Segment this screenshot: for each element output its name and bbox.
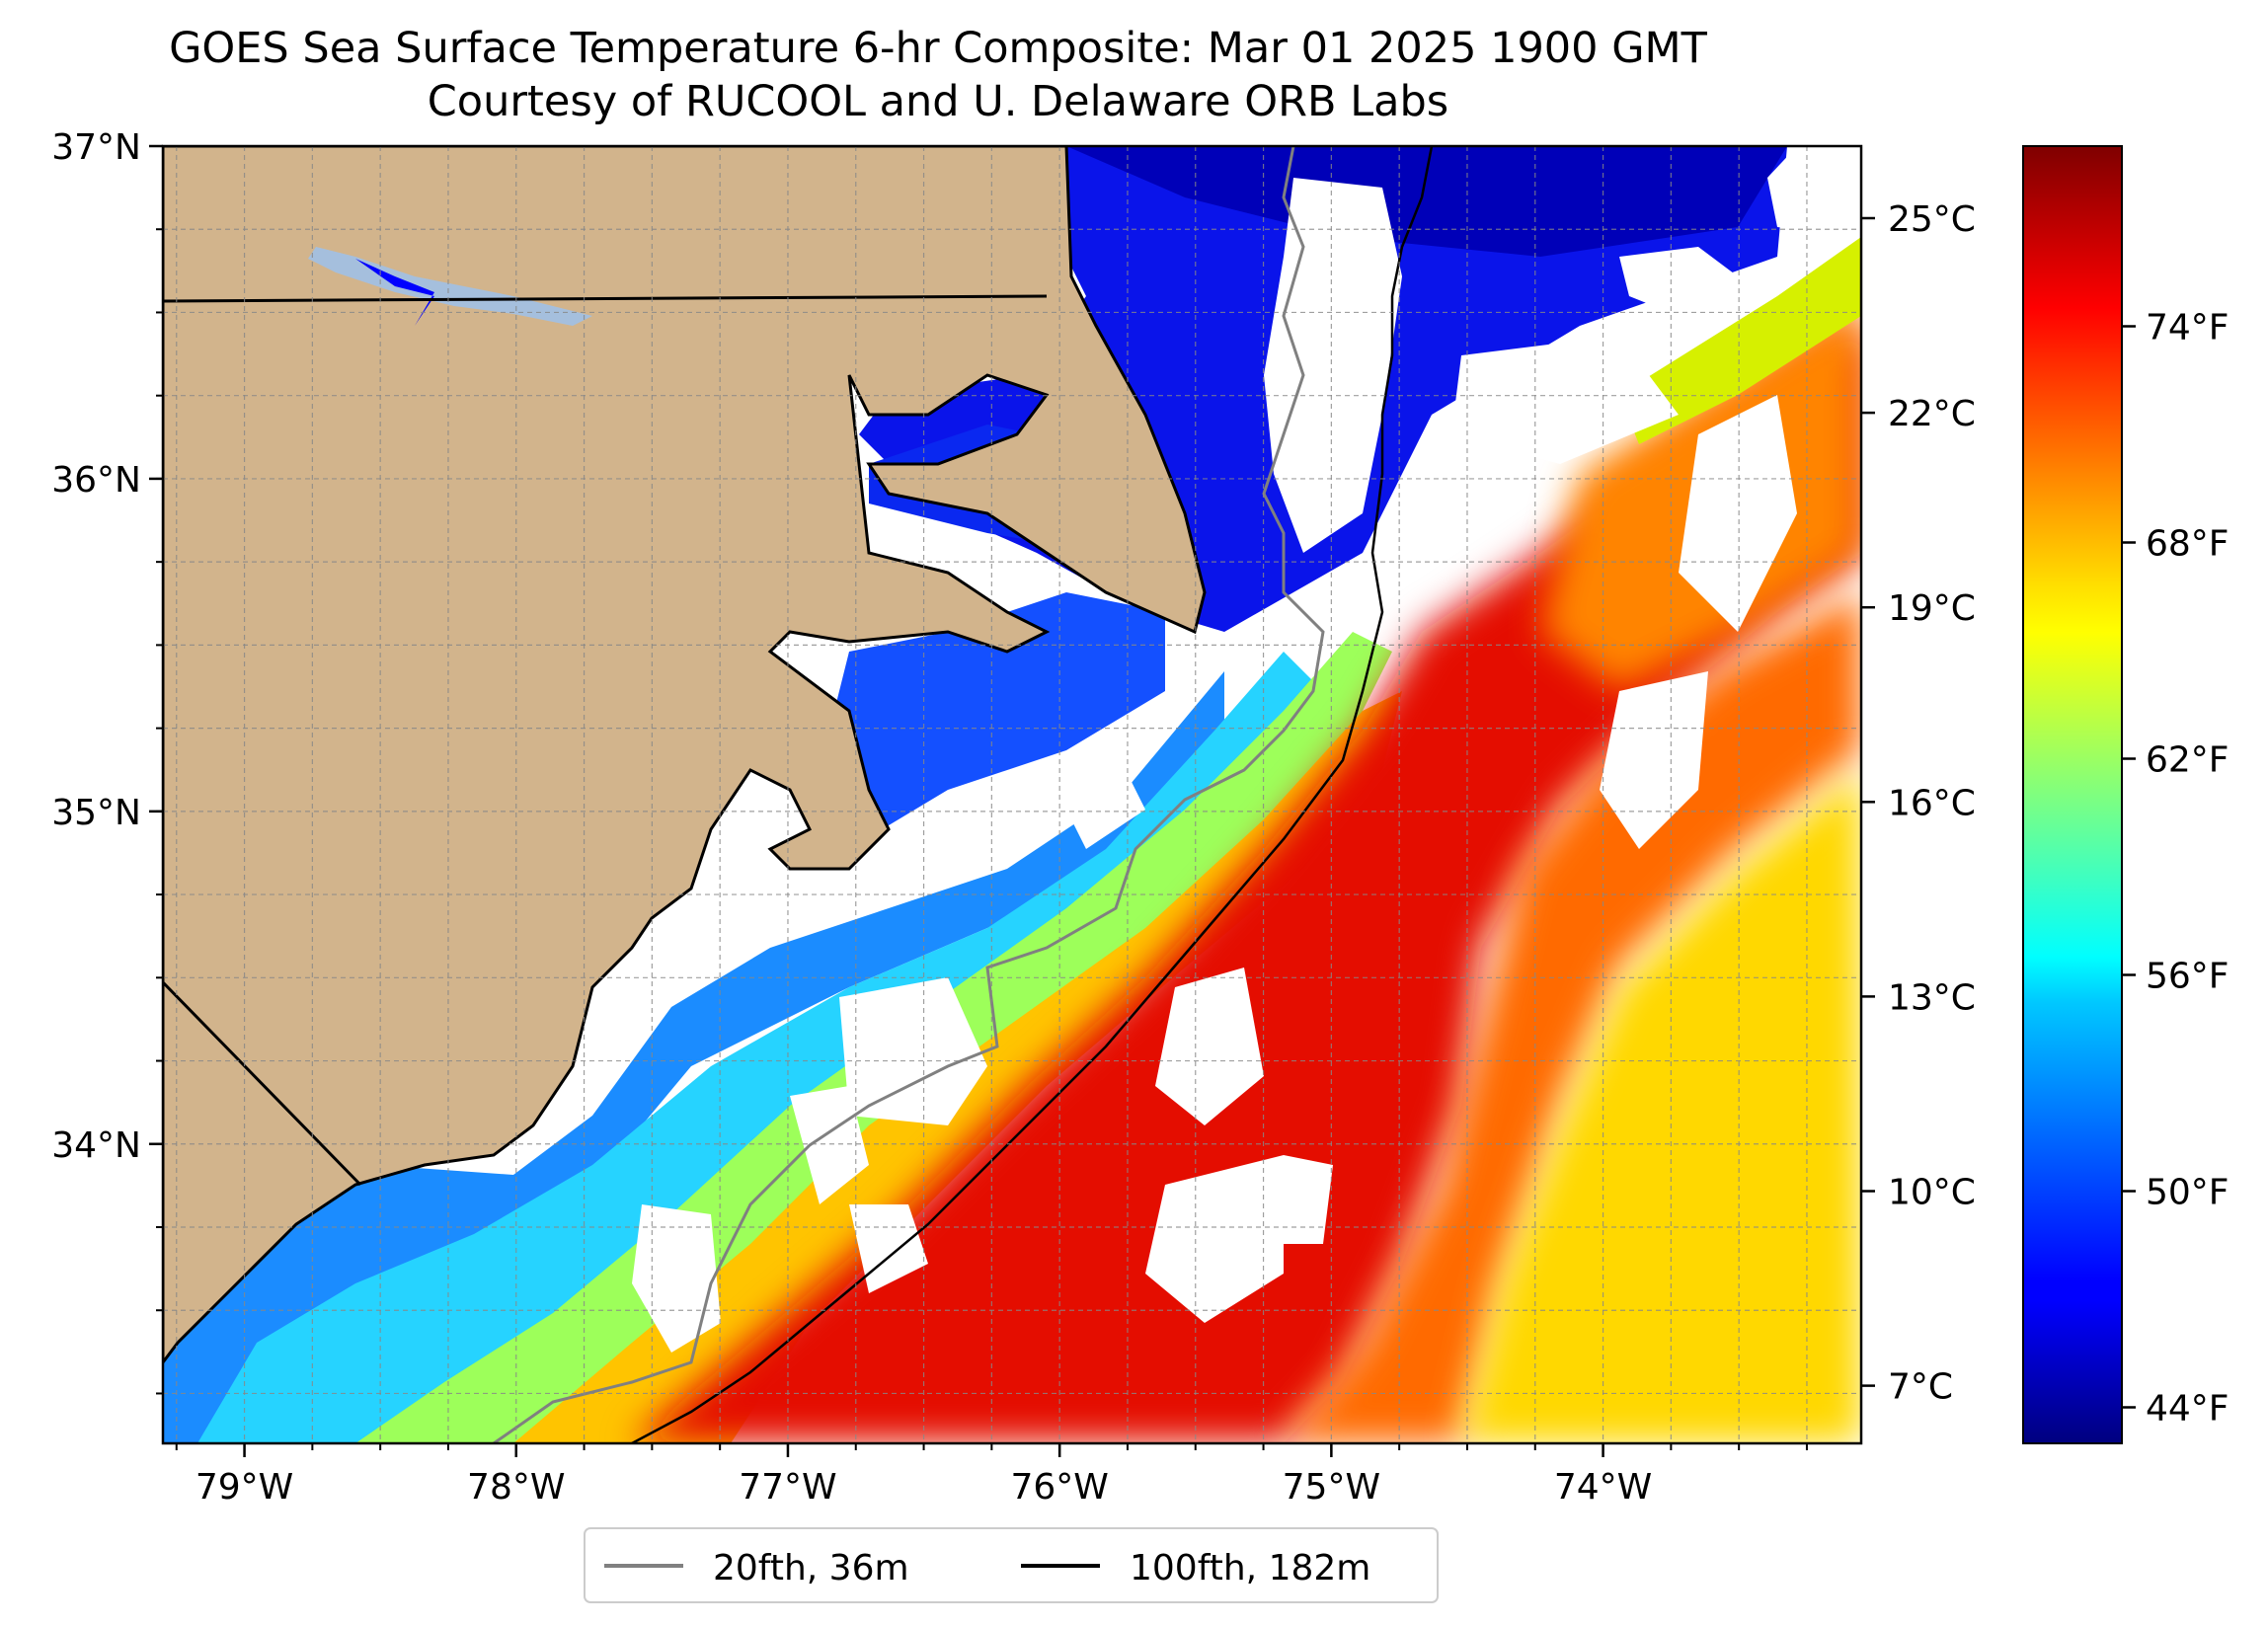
lake-kerr-cold xyxy=(355,259,434,326)
celsius-tick-label: 16°C xyxy=(1888,783,1976,823)
land-mass xyxy=(163,146,1207,1365)
cloud-gap-north xyxy=(1264,178,1402,553)
legend-label-100fth: 100fth, 182m xyxy=(1130,1548,1370,1588)
lat-tick-label: 36°N xyxy=(51,460,141,501)
sst-shelf-green xyxy=(355,632,1392,1443)
sst-shelf-cyan xyxy=(197,652,1323,1443)
legend-label-20fth: 20fth, 36m xyxy=(713,1548,909,1588)
isobath-100fth xyxy=(631,146,1434,1443)
state-border-nc-sc xyxy=(163,980,362,1187)
fahrenheit-tick-label: 56°F xyxy=(2146,957,2229,997)
sst-offshore-yellow xyxy=(1461,770,1861,1443)
fahrenheit-tick-label: 50°F xyxy=(2146,1173,2229,1213)
cloud-gap-mid-east xyxy=(1600,671,1708,849)
cloud-gap-deep2 xyxy=(1284,1155,1333,1244)
fahrenheit-tick-label: 62°F xyxy=(2146,740,2229,781)
lon-tick-label: 79°W xyxy=(196,1467,293,1508)
map-frame xyxy=(161,144,1863,1445)
cloud-gap-ne2 xyxy=(1619,247,1738,316)
legend-box xyxy=(584,1527,1439,1603)
cloud-gap-northeast xyxy=(1767,146,1861,237)
lat-tick-label: 37°N xyxy=(51,127,141,168)
lat-tick-label: 34°N xyxy=(51,1125,141,1166)
colorbar: 25°C 22°C 19°C 16°C 13°C 10°C 7°C 74°F 68°F 62°F… xyxy=(1861,145,2229,1444)
colorbar-celsius-axis: 25°C 22°C 19°C 16°C 13°C 10°C 7°C xyxy=(1861,199,1976,1408)
latitude-axis: 37°N 36°N 35°N 34°N xyxy=(51,127,163,1395)
lon-tick-label: 74°W xyxy=(1554,1467,1652,1508)
celsius-tick-label: 13°C xyxy=(1888,977,1976,1018)
cloud-gap-south xyxy=(632,1204,721,1353)
lon-tick-label: 78°W xyxy=(467,1467,565,1508)
cloud-gaps xyxy=(632,146,1861,1353)
lake-kerr xyxy=(308,247,592,326)
celsius-tick-label: 25°C xyxy=(1888,199,1976,240)
cloud-gap-shelf xyxy=(839,977,987,1125)
celsius-tick-label: 7°C xyxy=(1888,1367,1953,1408)
celsius-tick-label: 19°C xyxy=(1888,588,1976,629)
fahrenheit-tick-label: 68°F xyxy=(2146,524,2229,565)
sst-shelf-blue xyxy=(163,671,1224,1443)
cloud-gap-gulf xyxy=(1155,968,1264,1125)
map-grid xyxy=(163,146,1861,1443)
sst-sound-pamlico xyxy=(820,592,1165,849)
cloud-gap-ne3 xyxy=(1451,336,1679,464)
map-area xyxy=(163,146,1861,1443)
lat-tick-label: 35°N xyxy=(51,793,141,833)
fahrenheit-tick-label: 74°F xyxy=(2146,308,2229,348)
map-subtitle: Courtesy of RUCOOL and U. Delaware ORB L… xyxy=(427,77,1449,126)
lon-tick-label: 77°W xyxy=(739,1467,836,1508)
cloud-gap-slope xyxy=(1047,750,1145,849)
fahrenheit-tick-label: 44°F xyxy=(2146,1389,2229,1430)
sst-northeast-yellow xyxy=(1619,237,1861,444)
lon-tick-label: 75°W xyxy=(1283,1467,1380,1508)
celsius-tick-label: 10°C xyxy=(1888,1173,1976,1213)
map-title: GOES Sea Surface Temperature 6-hr Compos… xyxy=(169,24,1707,73)
isobath-20fth xyxy=(493,146,1325,1443)
longitude-axis: 79°W 78°W 77°W 76°W 75°W 74°W xyxy=(175,1443,1808,1508)
lon-tick-label: 76°W xyxy=(1010,1467,1108,1508)
colorbar-fahrenheit-axis: 74°F 68°F 62°F 56°F 50°F 44°F xyxy=(2122,308,2229,1430)
sst-gulf-stream-edge xyxy=(1284,592,1861,1443)
colorbar-gradient xyxy=(2022,145,2123,1444)
isobath-legend: 20fth, 36m 100fth, 182m xyxy=(584,1527,1439,1603)
state-border-va-nc xyxy=(163,294,1048,303)
cloud-gap-deep xyxy=(1145,1155,1284,1323)
celsius-tick-label: 22°C xyxy=(1888,394,1976,434)
cloud-gap-shelf2 xyxy=(790,1086,869,1204)
cloud-gap-right xyxy=(1679,395,1797,632)
